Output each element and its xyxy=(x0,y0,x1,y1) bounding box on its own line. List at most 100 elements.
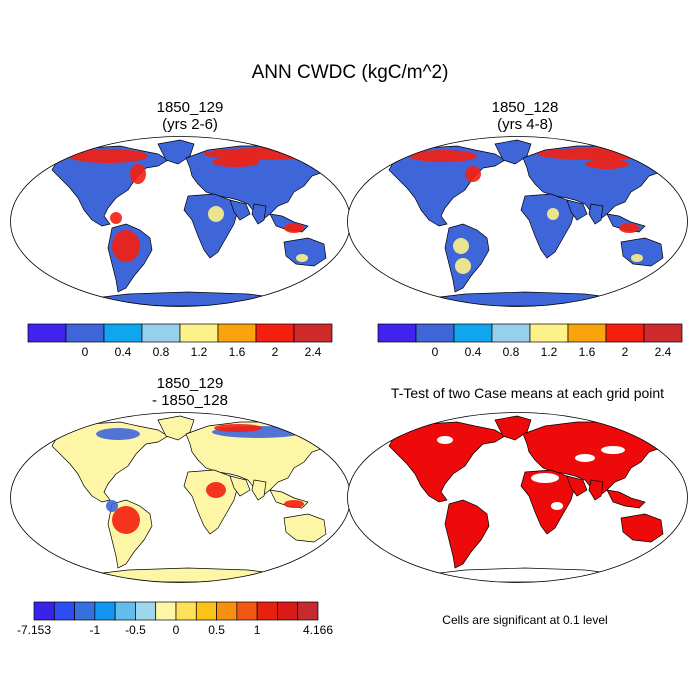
colorbar-box-13 xyxy=(297,601,319,621)
colorbar-label-4: 1.6 xyxy=(579,345,596,359)
colorbar-label-3: 1.2 xyxy=(191,345,208,359)
hotspot-4 xyxy=(585,159,629,169)
colorbar-box-5 xyxy=(135,601,157,621)
panel-1-title: 1850_129 (yrs 2-6) xyxy=(40,99,340,133)
hotspot-2 xyxy=(112,230,140,262)
colorbar-box-1 xyxy=(65,323,105,343)
colorbar-label-3: 1.2 xyxy=(541,345,558,359)
hotspot-1 xyxy=(465,166,481,182)
hotspot-0 xyxy=(68,149,148,163)
colorbar-box-6 xyxy=(605,323,645,343)
colorbar-box-2 xyxy=(103,323,143,343)
colorbar-box-12 xyxy=(277,601,299,621)
land-greenland xyxy=(494,415,532,441)
nonsig-2 xyxy=(601,446,625,454)
colorbar-box-1 xyxy=(415,323,455,343)
hotspot-7 xyxy=(631,254,643,262)
colorbar-box-11 xyxy=(256,601,278,621)
land-india xyxy=(251,479,267,501)
hotspot-6 xyxy=(208,206,224,222)
colorbar-label-4: 0.5 xyxy=(208,623,225,637)
panel-3-title: 1850_129 - 1850_128 xyxy=(40,375,340,409)
colorbar-label-6: 4.166 xyxy=(303,623,333,637)
hotspot-4 xyxy=(284,500,304,508)
hotspot-1 xyxy=(130,164,146,184)
panel-3-title-line2: - 1850_128 xyxy=(152,392,228,409)
nonsig-0 xyxy=(531,473,559,483)
colorbar-label-0: 0 xyxy=(432,345,439,359)
map-panel-1 xyxy=(10,136,351,307)
colorbar-label-0: -7.153 xyxy=(17,623,51,637)
land-australia xyxy=(283,237,327,267)
map-panel-3 xyxy=(10,412,351,583)
hotspot-5 xyxy=(206,482,226,498)
land-india xyxy=(251,203,267,225)
land-seAsia xyxy=(606,489,646,509)
hotspot-6 xyxy=(547,208,559,220)
colorbar-box-0 xyxy=(27,323,67,343)
land xyxy=(388,415,672,583)
nonsig-3 xyxy=(437,436,453,444)
colorbar-box-2 xyxy=(74,601,96,621)
colorbar-panel-3: -7.153 -1 -0.5 0 0.5 1 4.166 xyxy=(17,601,333,637)
colorbar-label-3: 0 xyxy=(173,623,180,637)
colorbar-panel-1: 0 0.4 0.8 1.2 1.6 2 2.4 xyxy=(27,323,333,359)
colorbar-label-4: 1.6 xyxy=(229,345,246,359)
nonsig-1 xyxy=(575,454,595,462)
colorbar-label-6: 2.4 xyxy=(305,345,322,359)
hotspot-6 xyxy=(106,500,118,512)
land-australia xyxy=(283,513,327,543)
colorbar-box-3 xyxy=(141,323,181,343)
land-india xyxy=(588,479,604,501)
land-greenland xyxy=(157,415,195,441)
colorbar-box-3 xyxy=(491,323,531,343)
colorbar-box-5 xyxy=(217,323,257,343)
land-arabia xyxy=(566,199,588,221)
colorbar-box-4 xyxy=(179,323,219,343)
hotspot-8 xyxy=(455,258,471,274)
land-southAmerica xyxy=(444,499,490,569)
colorbar-label-5: 2 xyxy=(272,345,279,359)
colorbar-box-2 xyxy=(453,323,493,343)
hotspot-1 xyxy=(112,506,140,534)
colorbar-panel-2: 0 0.4 0.8 1.2 1.6 2 2.4 xyxy=(377,323,683,359)
panel-2-title-line2: (yrs 4-8) xyxy=(497,116,553,133)
land-india xyxy=(588,203,604,225)
nonsignificant-cells xyxy=(437,436,625,510)
colorbar-label-1: -1 xyxy=(90,623,101,637)
colorbar-label-2: -0.5 xyxy=(125,623,146,637)
colorbar-box-5 xyxy=(567,323,607,343)
land-arabia xyxy=(229,475,251,497)
colorbar-box-9 xyxy=(216,601,238,621)
colorbar-label-1: 0.4 xyxy=(115,345,132,359)
map-border xyxy=(347,136,688,307)
colorbar-box-6 xyxy=(255,323,295,343)
colorbar-box-1 xyxy=(53,601,75,621)
land-arabia xyxy=(566,475,588,497)
land-australia xyxy=(620,513,664,543)
colorbar-box-7 xyxy=(643,323,683,343)
hotspot-7 xyxy=(296,254,308,262)
land-northAmerica xyxy=(388,421,506,503)
map-content xyxy=(347,412,688,583)
colorbar-label-2: 0.8 xyxy=(503,345,520,359)
land-greenland xyxy=(157,139,195,165)
colorbar-label-1: 0.4 xyxy=(465,345,482,359)
colorbar-label-2: 0.8 xyxy=(153,345,170,359)
colorbar-box-10 xyxy=(236,601,258,621)
hotspot-5 xyxy=(619,223,639,233)
colorbar-box-3 xyxy=(94,601,116,621)
panel-1-title-line1: 1850_129 xyxy=(156,99,224,116)
hotspot-3 xyxy=(214,424,262,432)
hotspot-0 xyxy=(409,150,477,162)
land-northAmerica xyxy=(51,421,169,503)
hotspot-5 xyxy=(284,223,304,233)
panel-3-title-line1: 1850_129 xyxy=(156,375,224,392)
colorbar-label-5: 2 xyxy=(622,345,629,359)
colorbar-box-7 xyxy=(175,601,197,621)
colorbar-label-0: 0 xyxy=(82,345,89,359)
map-content xyxy=(10,136,351,307)
colorbar-box-7 xyxy=(293,323,333,343)
figure-title: ANN CWDC (kgC/m^2) xyxy=(251,62,449,83)
land xyxy=(388,139,672,307)
